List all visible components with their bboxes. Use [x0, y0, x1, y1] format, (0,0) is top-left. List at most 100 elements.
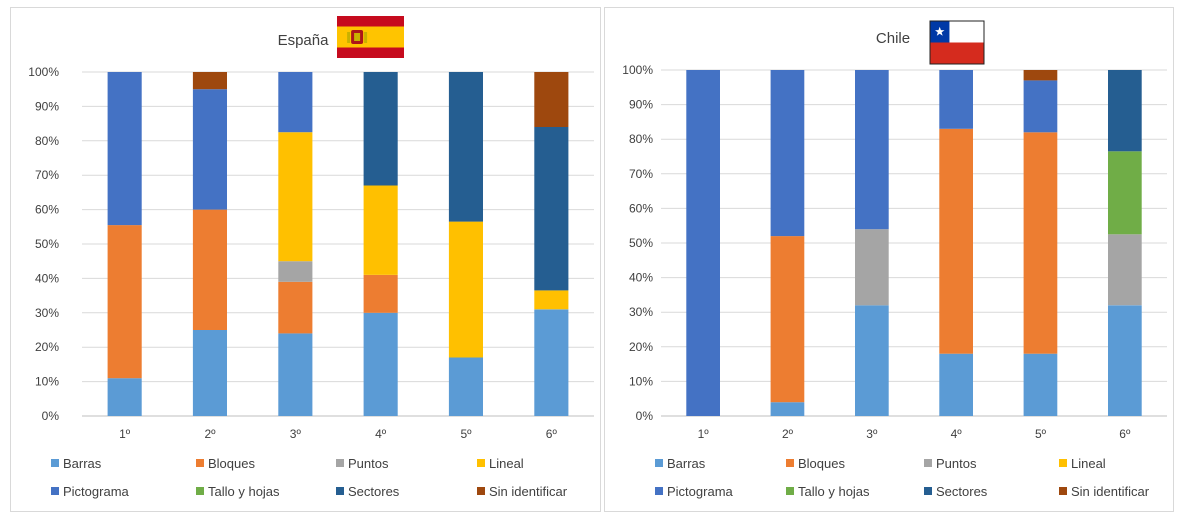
legend: Barras Bloques Puntos Lineal Pictograma Tallo…: [655, 456, 1150, 499]
y-tick-label: 80%: [629, 132, 653, 146]
legend-item-label: Sectores: [348, 484, 400, 499]
bar-segment: [1108, 234, 1142, 306]
y-tick-label: 0%: [636, 409, 654, 423]
chart-panel-chile: Chile 0% 10% 20% 30% 40% 50% 60% 70% 80% 90% 100% 1º…: [604, 7, 1174, 512]
legend-swatch: [196, 487, 204, 495]
x-tick-label: 1º: [698, 427, 710, 441]
bar-segment: [278, 333, 313, 416]
bar-segment: [363, 72, 398, 186]
bar-segment: [448, 221, 483, 358]
bar-segment: [534, 290, 569, 310]
bar-segment: [192, 209, 227, 330]
bar-segment: [278, 72, 313, 133]
y-tick-label: 40%: [35, 271, 59, 285]
x-tick-label: 5º: [460, 427, 472, 441]
bar-segment: [1108, 305, 1142, 416]
x-tick-label: 6º: [546, 427, 558, 441]
legend-swatch: [1059, 459, 1067, 467]
bar-segment: [448, 72, 483, 222]
bar-segment: [192, 89, 227, 210]
spain-flag-icon: [337, 16, 404, 58]
y-tick-label: 80%: [35, 134, 59, 148]
bar-segment: [770, 402, 805, 416]
legend-swatch: [786, 459, 794, 467]
legend-item-label: Pictograma: [63, 484, 130, 499]
legend-item-label: Sin identificar: [1071, 484, 1150, 499]
legend-item-label: Tallo y hojas: [798, 484, 870, 499]
legend-item-label: Puntos: [348, 456, 389, 471]
x-tick-label: 4º: [375, 427, 387, 441]
bar-segment: [1108, 70, 1142, 152]
legend-item-label: Barras: [63, 456, 102, 471]
bar-segment: [363, 312, 398, 416]
bar-segment: [939, 70, 973, 129]
legend-swatch: [336, 487, 344, 495]
bar-segment: [534, 309, 569, 416]
chart-title: Chile: [876, 30, 910, 47]
bar-segment: [770, 70, 805, 237]
y-tick-label: 30%: [629, 305, 653, 319]
legend-swatch: [477, 459, 485, 467]
bar-segment: [107, 225, 142, 379]
legend-item-label: Sectores: [936, 484, 988, 499]
x-tick-label: 4º: [951, 427, 963, 441]
x-tick-label: 5º: [1035, 427, 1047, 441]
y-tick-label: 60%: [629, 201, 653, 215]
legend-swatch: [51, 459, 59, 467]
bar-segment: [939, 353, 973, 416]
y-tick-label: 30%: [35, 306, 59, 320]
bar-segment: [1023, 132, 1058, 354]
legend-item-label: Pictograma: [667, 484, 734, 499]
legend-swatch: [196, 459, 204, 467]
y-tick-label: 20%: [629, 340, 653, 354]
bar-segment: [448, 357, 483, 416]
legend-swatch: [51, 487, 59, 495]
pillar-icon: [347, 32, 351, 43]
bars: [686, 70, 1142, 416]
bar-segment: [1023, 80, 1058, 133]
bar-segment: [770, 236, 805, 403]
flag-stripe: [337, 16, 404, 27]
bar-segment: [278, 132, 313, 262]
bar-segment: [278, 281, 313, 334]
bar-segment: [939, 128, 973, 354]
bar-segment: [107, 378, 142, 416]
flag-stripe: [337, 26, 404, 48]
y-tick-label: 50%: [35, 237, 59, 251]
bar-segment: [855, 305, 889, 416]
bar-segment: [192, 330, 227, 416]
legend-swatch: [655, 459, 663, 467]
y-tick-label: 10%: [629, 374, 653, 388]
coat-of-arms-detail: [354, 33, 361, 41]
bar-segment: [686, 70, 720, 416]
legend-swatch: [924, 459, 932, 467]
legend-swatch: [477, 487, 485, 495]
chart-spain: España 0% 10% 20% 30% 40% 50% 60% 70% 80% 90% 100% 1…: [28, 16, 594, 499]
legend-item-label: Lineal: [1071, 456, 1106, 471]
bar-segment: [363, 185, 398, 275]
bar-segment: [1108, 151, 1142, 235]
y-tick-label: 20%: [35, 340, 59, 354]
bar-segment: [534, 127, 569, 291]
chart-chile: Chile 0% 10% 20% 30% 40% 50% 60% 70% 80% 90% 100% 1º…: [622, 20, 1167, 499]
flag-border: [929, 20, 985, 65]
bar-segment: [192, 72, 227, 90]
bar-segment: [1023, 353, 1058, 416]
bar-segment: [855, 229, 889, 306]
y-tick-label: 70%: [35, 168, 59, 182]
legend-swatch: [336, 459, 344, 467]
x-tick-label: 6º: [1119, 427, 1131, 441]
legend-item-label: Bloques: [208, 456, 255, 471]
bars: [107, 72, 569, 416]
chart-panel-spain: España 0% 10% 20% 30% 40% 50% 60% 70% 80% 90% 100% 1…: [10, 7, 601, 512]
legend-item-label: Lineal: [489, 456, 524, 471]
bar-segment: [855, 70, 889, 230]
gridlines: [661, 69, 1167, 417]
legend-swatch: [1059, 487, 1067, 495]
legend-item-label: Sin identificar: [489, 484, 568, 499]
pillar-icon: [364, 32, 368, 43]
x-tick-label: 3º: [866, 427, 878, 441]
y-tick-label: 0%: [42, 409, 60, 423]
x-tick-label: 3º: [290, 427, 302, 441]
y-tick-label: 100%: [28, 65, 59, 79]
